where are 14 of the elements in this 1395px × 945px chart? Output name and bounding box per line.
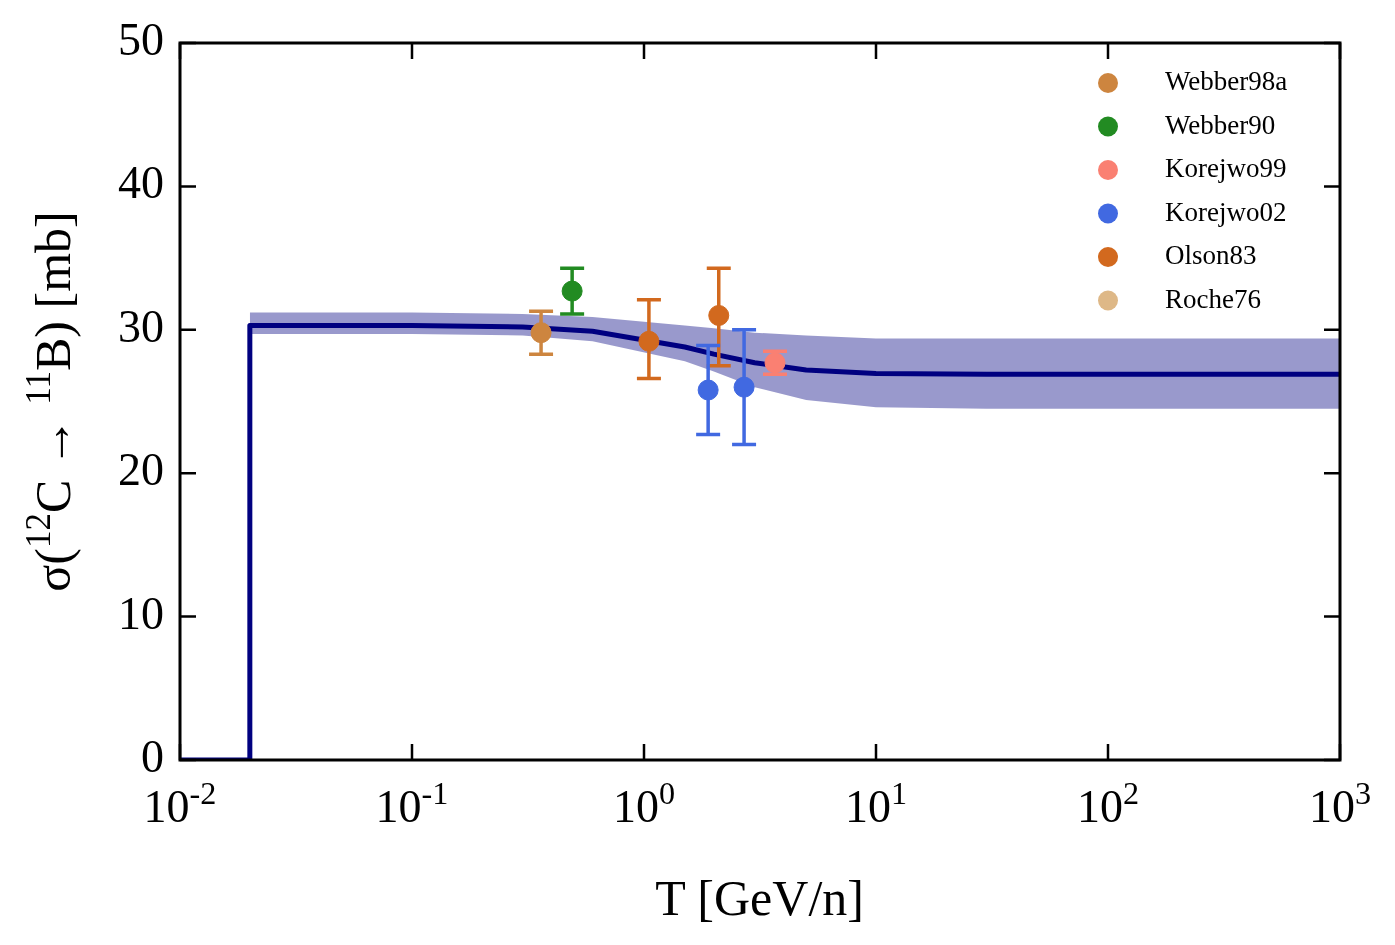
y-tick-label: 40 xyxy=(118,157,164,209)
y-tick-label: 0 xyxy=(141,731,164,783)
y-tick-label: 30 xyxy=(118,300,164,352)
legend-label: Webber90 xyxy=(1165,109,1276,140)
legend-label: Korejwo02 xyxy=(1165,196,1287,227)
legend-label: Webber98a xyxy=(1165,66,1288,97)
legend-label: Olson83 xyxy=(1165,240,1257,271)
legend-label: Roche76 xyxy=(1165,283,1261,314)
y-axis-title: σ(12C → 11B) [mb] xyxy=(19,211,81,592)
y-tick-label: 50 xyxy=(118,14,164,66)
y-tick-label: 10 xyxy=(118,587,164,639)
x-axis-title: T [GeV/n] xyxy=(655,870,864,926)
y-tick-label: 20 xyxy=(118,444,164,496)
legend-label: Korejwo99 xyxy=(1165,153,1287,184)
